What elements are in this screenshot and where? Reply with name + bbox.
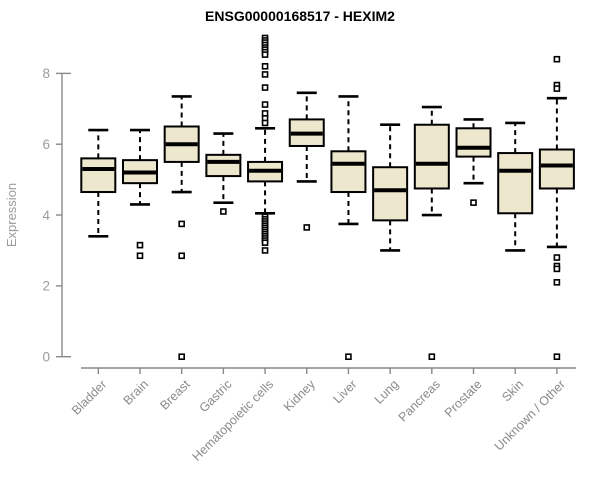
outlier-point (261, 247, 269, 254)
x-label-prostate: Prostate (442, 377, 485, 420)
outlier-point (178, 353, 185, 361)
outlier-point (261, 84, 269, 91)
iqr-box (372, 166, 409, 222)
outlier-point (261, 51, 269, 58)
outlier-point (178, 220, 185, 228)
box-lung (372, 123, 409, 252)
y-tick-label: 4 (42, 208, 50, 223)
iqr-box (413, 123, 450, 190)
box-brain (121, 128, 158, 260)
y-tick-label: 6 (42, 137, 50, 152)
outlier-point (261, 101, 269, 108)
outlier-point (553, 55, 561, 63)
box-gastric (205, 132, 242, 215)
outlier-point (261, 119, 269, 127)
y-tick-label: 0 (42, 349, 50, 364)
x-label-breast: Breast (157, 377, 193, 413)
outlier-point (553, 353, 561, 361)
x-label-skin: Skin (499, 377, 526, 404)
box-bladder (80, 128, 117, 238)
x-label-liver: Liver (331, 377, 360, 406)
x-label-gastric: Gastric (197, 377, 235, 415)
outlier-point (136, 241, 144, 249)
box-prostate (455, 118, 492, 206)
x-label-kidney: Kidney (281, 377, 318, 414)
box-hematopoietic-cells (247, 34, 284, 254)
iqr-box (205, 153, 242, 178)
y-tick-label: 8 (42, 66, 50, 81)
outlier-point (261, 71, 269, 78)
y-tick-label: 2 (42, 279, 50, 294)
x-label-brain: Brain (121, 377, 152, 408)
chart-title: ENSG00000168517 - HEXIM2 (205, 8, 395, 24)
boxes-layer (80, 34, 575, 361)
outlier-point (303, 224, 311, 231)
x-label-bladder: Bladder (69, 377, 109, 417)
iqr-box (330, 150, 367, 194)
box-unknown-other (538, 55, 575, 361)
iqr-box (538, 148, 575, 190)
box-liver (330, 95, 367, 361)
iqr-box (497, 152, 534, 215)
outlier-point (553, 265, 561, 273)
outlier-point (345, 353, 352, 361)
outlier-point (553, 254, 561, 261)
outlier-point (553, 85, 561, 92)
outlier-point (261, 239, 269, 246)
box-skin (497, 121, 534, 252)
iqr-box (455, 127, 492, 158)
outlier-point (220, 208, 227, 215)
box-kidney (288, 91, 325, 231)
outlier-point (470, 199, 477, 206)
outlier-point (553, 279, 561, 286)
outlier-point (136, 252, 144, 260)
outlier-point (428, 353, 436, 361)
outlier-point (261, 62, 269, 70)
x-label-hematopoietic-cells: Hematopoietic cells (190, 377, 277, 464)
outlier-point (178, 252, 185, 260)
x-label-lung: Lung (372, 377, 402, 407)
iqr-box (80, 157, 117, 194)
x-label-pancreas: Pancreas (396, 377, 443, 424)
box-breast (163, 95, 200, 361)
y-axis-label: Expression (4, 183, 19, 247)
box-pancreas (413, 105, 450, 361)
x-label-unknown-other: Unknown / Other (492, 377, 568, 453)
